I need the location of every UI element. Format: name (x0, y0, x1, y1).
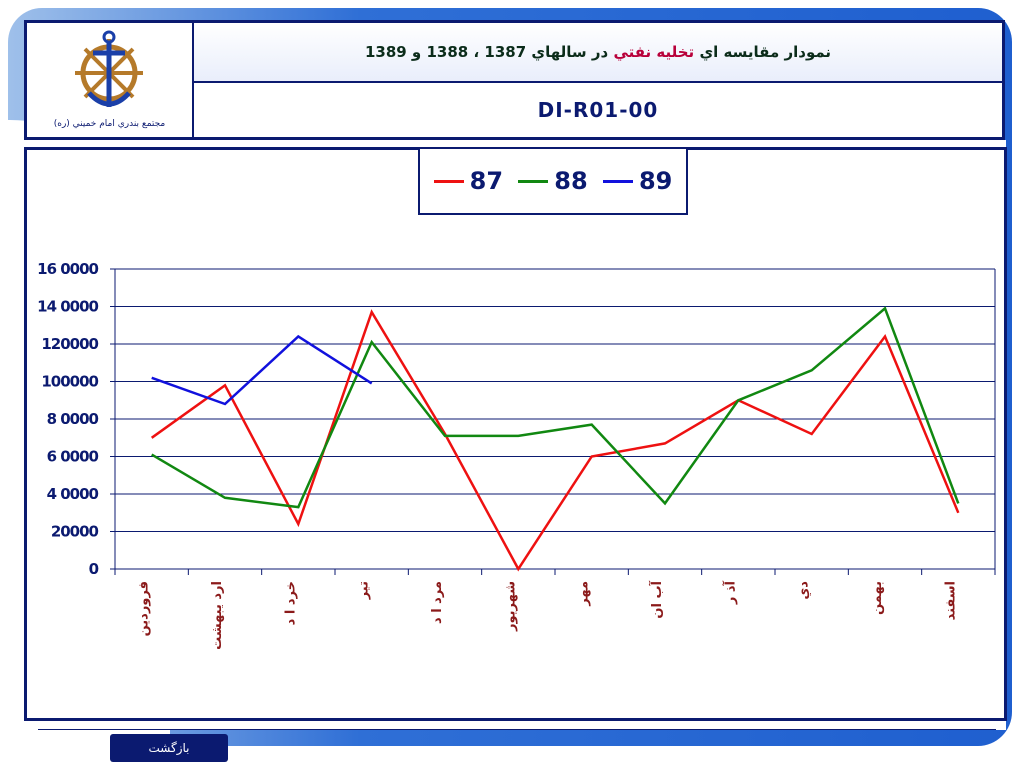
title-part-2: تخليه نفتي (613, 43, 695, 61)
document-code: DI-R01-00 (194, 83, 1002, 137)
legend-label-88: 88 (554, 167, 588, 195)
legend-swatch-88 (518, 179, 549, 183)
y-tick-label: 100000 (41, 373, 98, 391)
series-line-87 (150, 309, 960, 572)
y-tick-label: 16 0000 (37, 260, 98, 278)
series-line-88 (151, 306, 960, 509)
legend-item-88: 88 (518, 167, 588, 195)
y-tick-label: 4 0000 (47, 485, 99, 503)
title-part-1: نمودار مقايسه اي (699, 43, 832, 61)
x-tick-label: ارد يبهشت (210, 581, 225, 650)
legend-item-89: 89 (602, 167, 673, 195)
legend-label-87: 87 (469, 167, 504, 195)
y-tick-label: 14 0000 (37, 298, 98, 316)
legend-swatch-89 (602, 179, 633, 183)
x-tick-label: آذ ر (721, 580, 738, 605)
logo-caption: مجتمع بندري امام خميني (ره) (53, 119, 166, 129)
title-part-3: در سالهاي 1387 ، 1388 و 1389 (364, 43, 609, 61)
x-tick-label: اسفند (943, 581, 958, 620)
back-button[interactable]: بازگشت (110, 734, 228, 762)
logo-cell: مجتمع بندري امام خميني (ره) (27, 23, 194, 137)
x-tick-label: آب ان (648, 580, 665, 618)
header: مجتمع بندري امام خميني (ره) نمودار مقايس… (24, 20, 1005, 140)
y-tick-label: 120000 (41, 335, 98, 353)
x-tick-label: مهر (577, 581, 592, 607)
y-tick-label: 0 (89, 560, 99, 578)
y-tick-label: 20000 (51, 523, 99, 541)
x-tick-label: تير (357, 581, 372, 600)
x-tick-label: دي (797, 581, 812, 600)
x-tick-label: خرد ا د (283, 581, 298, 625)
series-line-89 (151, 334, 373, 406)
x-tick-label: بهمن (870, 581, 885, 615)
legend-swatch-87 (433, 179, 464, 183)
y-tick-label: 6 0000 (47, 448, 99, 466)
anchor-logo-icon (75, 30, 143, 107)
x-tick-label: شهريور (503, 581, 518, 632)
legend-label-89: 89 (638, 167, 673, 195)
x-tick-label: مرد ا د (430, 581, 445, 624)
chart-legend: 87 88 89 (418, 147, 688, 215)
footer-divider (38, 729, 996, 730)
x-tick-label: فروردين (137, 581, 152, 636)
page-title: نمودار مقايسه اي تخليه نفتي در سالهاي 13… (194, 23, 1002, 83)
legend-item-87: 87 (433, 167, 504, 195)
y-tick-label: 8 0000 (47, 410, 99, 428)
